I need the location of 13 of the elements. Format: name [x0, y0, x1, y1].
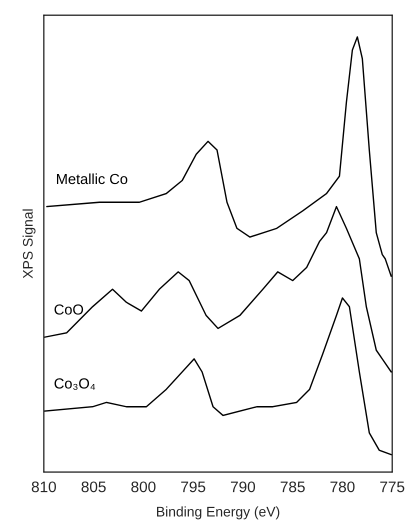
x-tick-label: 805: [82, 481, 106, 492]
x-tick-label: 780: [330, 481, 355, 492]
x-tick-label: 785: [280, 481, 305, 492]
x-tick-label: 790: [230, 481, 256, 492]
series-label: CoO: [54, 304, 84, 315]
x-tick-label: 775: [380, 482, 404, 492]
y-axis-title: XPS Signal: [22, 209, 36, 278]
x-axis-title: Binding Energy (eV): [157, 506, 280, 520]
x-tick-label: 795: [181, 481, 206, 492]
series-label: Co₃O₄: [54, 378, 96, 390]
x-tick-label: 800: [131, 481, 156, 492]
series-label: Metallic Co: [56, 173, 128, 184]
x-tick-label: 810: [32, 481, 56, 492]
